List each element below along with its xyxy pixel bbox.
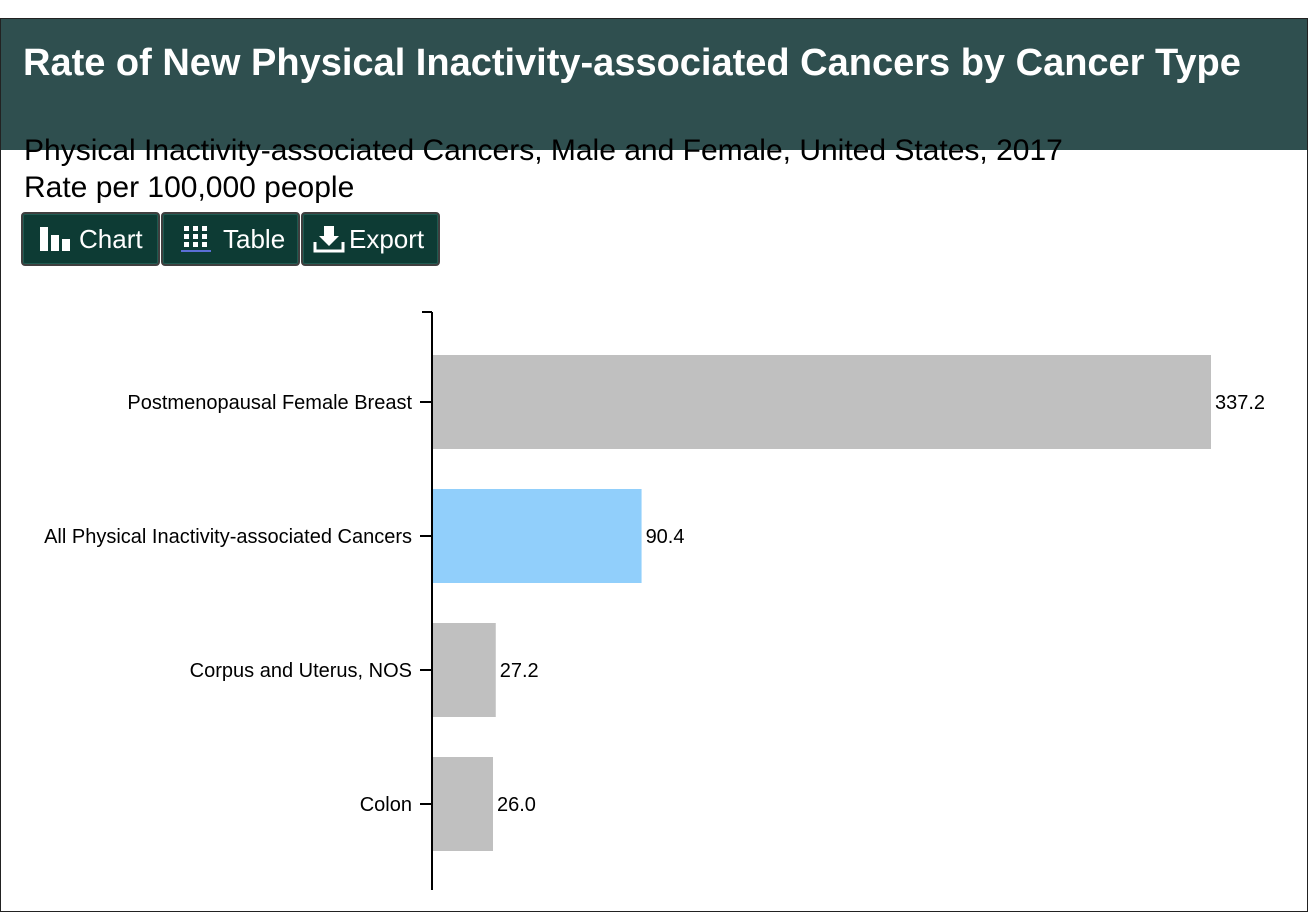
chart-panel: Rate of New Physical Inactivity-associat… (0, 18, 1308, 912)
y-tick-label: Postmenopausal Female Breast (127, 392, 412, 414)
bar[interactable] (433, 355, 1211, 449)
subtitle-line-2: Rate per 100,000 people (24, 171, 355, 204)
bar-chart-icon (39, 226, 71, 252)
data-label: 337.2 (1215, 392, 1265, 414)
data-label: 27.2 (500, 660, 539, 682)
chart-title: Rate of New Physical Inactivity-associat… (23, 42, 1241, 84)
y-tick-label: All Physical Inactivity-associated Cance… (44, 526, 412, 548)
plot-area: Postmenopausal Female Breast 337.2 All Phy… (44, 311, 1265, 890)
y-tick-label: Corpus and Uterus, NOS (190, 660, 412, 682)
download-icon (313, 224, 345, 254)
subtitle-line-1: Physical Inactivity-associated Cancers, … (24, 134, 1063, 167)
table-view-label: Table (223, 223, 286, 254)
chart-header: Rate of New Physical Inactivity-associat… (1, 19, 1307, 150)
chart-subtitle: Physical Inactivity-associated Cancers, … (24, 132, 1063, 206)
data-label: 90.4 (646, 526, 685, 548)
table-view-button[interactable]: Table (161, 212, 300, 266)
y-tick-label: Colon (360, 794, 412, 816)
data-label: 26.0 (497, 794, 536, 816)
bar[interactable] (433, 489, 642, 583)
bar[interactable] (433, 623, 496, 717)
chart-view-button[interactable]: Chart (21, 212, 160, 266)
grid-icon (181, 225, 211, 253)
export-label: Export (349, 223, 425, 254)
bar[interactable] (433, 757, 493, 851)
chart-view-label: Chart (79, 223, 143, 254)
export-button[interactable]: Export (301, 212, 440, 266)
